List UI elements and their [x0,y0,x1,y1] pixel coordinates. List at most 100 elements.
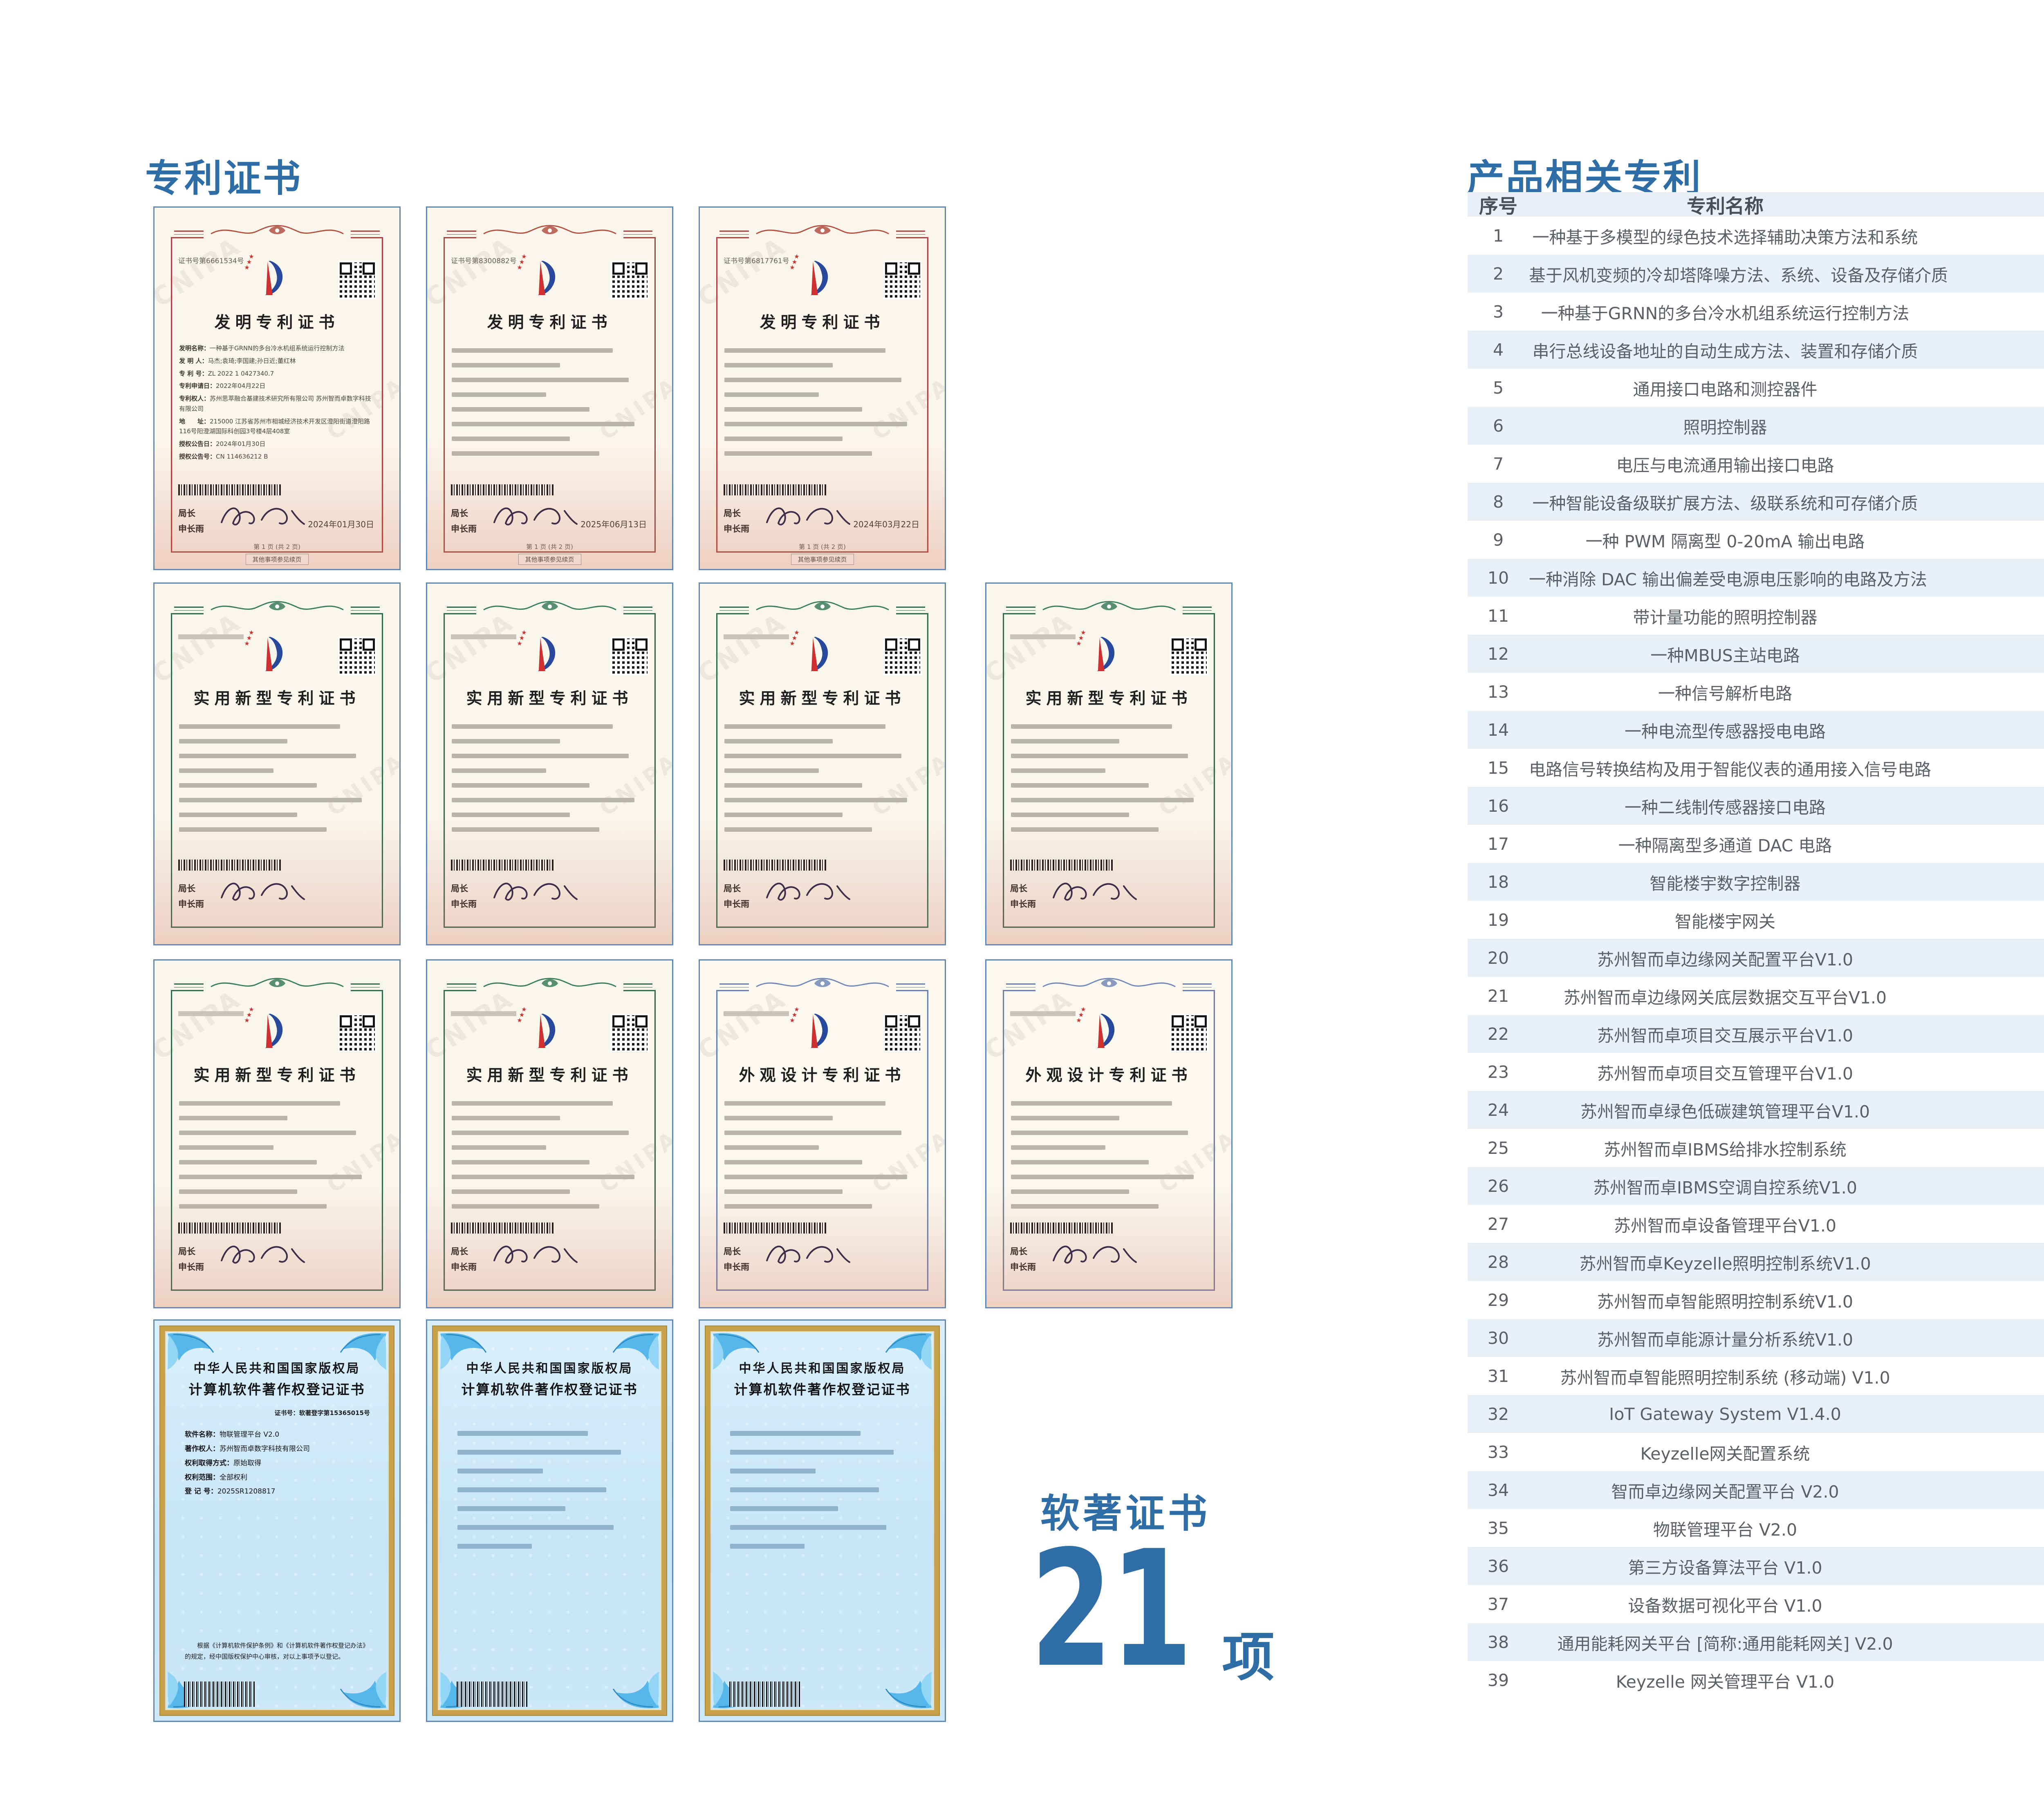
soft-cert-count-unit: 项 [1222,1627,1275,1688]
cell-patent-name: 苏州智而卓IBMS空调自控系统V1.0 [1593,1178,1857,1198]
software-cert-header: 中华人民共和国国家版权局 [739,1361,906,1376]
cell-index: 21 [1487,986,1509,1006]
barcode-icon [451,860,554,871]
cert-text-placeholder [452,724,648,842]
certificate-card: CNIPA CNIPA ★★★ 实用新型专利证书 局长 申长雨 [153,582,401,945]
signature-icon [489,499,583,531]
soft-cert-count: 21 项 [1030,1529,1275,1690]
text-line-bar [724,1145,819,1150]
cell-index: 30 [1487,1328,1509,1348]
text-line-bar [179,739,287,743]
text-line-bar [1011,724,1172,729]
text-line-bar [179,1145,273,1150]
cell-index: 18 [1487,872,1509,892]
cert-serial-placeholder [1010,634,1076,639]
cell-index: 17 [1487,834,1509,854]
text-line-bar [1011,813,1129,817]
text-line-bar [724,783,862,788]
certificate-card: CNIPA CNIPA 证书号第6817761号 ★★★ 发明专利证书 局长 申长雨 2024… [699,206,946,570]
cert-serial-placeholder [178,634,244,639]
table-body: 1一种基于多模型的绿色技术选择辅助决策方法和系统发明2基于风机变频的冷却塔降噪方… [1468,217,2044,1699]
text-line-bar [724,1116,833,1120]
cell-index: 22 [1487,1024,1509,1044]
table-row: 13一种信号解析电路实用新型 [1468,673,2044,711]
signature-icon [1048,874,1142,907]
signature-icon [761,874,855,907]
text-line-bar [724,768,819,773]
text-line-bar [452,1189,570,1194]
floral-ornament-icon [476,974,623,993]
cert-field-label: 软件名称： [185,1431,220,1439]
cert-field-line: 权利范围：全部权利 [185,1471,376,1485]
cell-patent-name: 电路信号转换结构及用于智能仪表的通用接入信号电路 [1529,759,1931,779]
cert-date: 2024年03月22日 [853,519,919,529]
cert-field-line: 登 记 号：2025SR1208817 [185,1485,376,1499]
cell-patent-name: 电压与电流通用输出接口电路 [1616,455,1834,475]
floral-corner-icon [327,1669,389,1710]
commissioner-role: 局长 [178,1247,195,1256]
cell-patent-name: 苏州智而卓能源计量分析系统V1.0 [1597,1330,1853,1350]
text-line-bar [457,1487,606,1492]
text-line-bar [452,783,589,788]
cnipa-logo-icon: ★★★ [515,1005,561,1050]
cert-footer-note: 其他事项参见续页 [791,554,854,565]
barcode-icon [178,484,281,495]
cert-field-line: 专 利 号：ZL 2022 1 0427340.7 [179,369,376,379]
cell-patent-name: 串行总线设备地址的自动生成方法、装置和存储介质 [1532,341,1918,361]
cell-patent-name: 苏州智而卓智能照明控制系统V1.0 [1597,1292,1853,1312]
cert-field-line: 地 址：215000 江苏省苏州市相城经济技术开发区澄阳街道澄阳路116号阳澄湖… [179,416,376,437]
text-line-bar [179,1101,341,1106]
soft-cert-label: 软著证书 [1040,1491,1210,1536]
software-cert-header: 中华人民共和国国家版权局 [466,1361,633,1376]
cell-index: 10 [1487,568,1509,588]
cell-patent-name: 通用能耗网关平台 [简称:通用能耗网关] V2.0 [1557,1634,1893,1654]
cert-field-line: 授权公告号：CN 114636212 B [179,452,376,462]
barcode-icon [184,1682,256,1707]
cell-patent-name: 智能楼宇数字控制器 [1650,873,1801,893]
signature-icon [489,874,583,907]
signature-icon [1048,1237,1142,1270]
cert-text-placeholder [452,1101,648,1219]
cert-field-line: 授权公告日：2024年01月30日 [179,439,376,449]
cell-patent-name: 第三方设备算法平台 V1.0 [1628,1558,1822,1578]
cert-title: 实用新型专利证书 [466,1066,633,1085]
cell-index: 7 [1493,454,1504,474]
text-line-bar [724,1204,872,1209]
barcode-icon [1010,860,1113,871]
cert-text-placeholder [179,724,376,842]
table-row: 19智能楼宇网关外观 [1468,901,2044,939]
commissioner-role: 局长 [724,1247,741,1256]
floral-ornament-icon [749,974,896,993]
commissioner-role: 局长 [451,1247,468,1256]
cell-patent-name: IoT Gateway System V1.4.0 [1609,1404,1841,1424]
cnipa-logo-icon: ★★★ [787,628,834,674]
commissioner-name: 申长雨 [178,1262,204,1272]
text-line-bar [452,1175,635,1179]
cert-page-info: 第 1 页 (共 2 页) [799,543,846,551]
cert-title: 实用新型专利证书 [193,1066,361,1085]
cert-field-value: CN 114636212 B [216,452,268,460]
text-line-bar [452,798,635,802]
text-line-bar [1011,1101,1172,1106]
text-line-bar [730,1469,816,1473]
cell-patent-name: 苏州智而卓边缘网关配置平台V1.0 [1597,949,1853,970]
text-line-bar [724,739,833,743]
cert-field-label: 发 明 人： [179,357,208,365]
cert-serial-placeholder [178,1011,244,1016]
text-line-bar [452,378,629,382]
barcode-icon [178,860,281,871]
text-line-bar [452,451,599,456]
qr-code-icon [1170,637,1208,675]
cert-field-value: 原始取得 [233,1459,261,1467]
cell-patent-name: 一种智能设备级联扩展方法、级联系统和可存储介质 [1532,493,1918,513]
cert-field-label: 专利申请日： [179,382,216,390]
cell-index: 34 [1487,1480,1509,1500]
certificate-card: CNIPA CNIPA ★★★ 实用新型专利证书 局长 申长雨 [426,959,673,1308]
cell-index: 19 [1487,910,1509,930]
